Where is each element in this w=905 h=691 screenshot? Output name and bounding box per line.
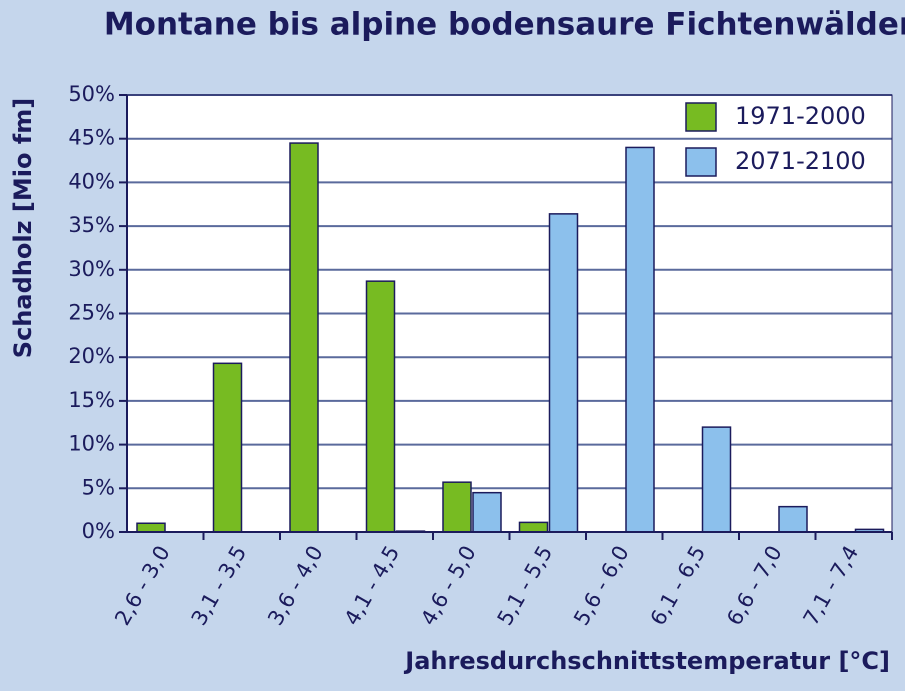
x-tick-label: 6,6 - 7,0 [722,542,787,630]
bar [136,522,166,533]
bar [212,362,243,533]
plot-frame [126,94,893,533]
bar [548,213,579,533]
y-tick-label: 0% [82,519,115,543]
y-tick-label: 30% [68,257,115,281]
legend-label: 2071-2100 [735,147,866,175]
y-tick-label: 10% [68,432,115,456]
y-tick-label: 5% [82,475,115,499]
y-tick-label: 15% [68,388,115,412]
x-axis-title: Jahresdurchschnittstemperatur [°C] [403,647,890,675]
y-tick-label: 20% [68,344,115,368]
legend-label: 1971-2000 [735,102,866,130]
chart-title: Montane bis alpine bodensaure Fichtenwäl… [104,7,905,43]
y-tick-label: 50% [68,82,115,106]
legend-swatch [685,147,717,177]
x-tick-label: 5,1 - 5,5 [493,542,558,630]
x-tick-label: 4,6 - 5,0 [416,542,481,630]
x-tick-label: 2,6 - 3,0 [110,542,175,630]
x-tick-label: 3,1 - 3,5 [187,542,252,630]
bar [472,491,502,533]
bar [701,426,732,533]
bar [365,280,396,533]
legend-swatch [685,102,717,132]
x-tick-label: 3,6 - 4,0 [263,542,328,630]
bar [518,521,549,533]
x-tick-label: 4,1 - 4,5 [340,542,405,630]
y-tick-label: 45% [68,126,115,150]
x-tick-label: 5,6 - 6,0 [569,542,634,630]
x-tick-label: 6,1 - 6,5 [646,542,711,630]
bar [289,142,319,533]
bar [442,481,472,533]
y-tick-label: 35% [68,213,115,237]
y-tick-label: 40% [68,169,115,193]
bar [778,505,808,533]
y-tick-label: 25% [68,301,115,325]
y-axis-title: Schadholz [Mio fm] [9,98,37,358]
bar [625,146,655,533]
x-tick-label: 7,1 - 7,4 [799,542,864,630]
